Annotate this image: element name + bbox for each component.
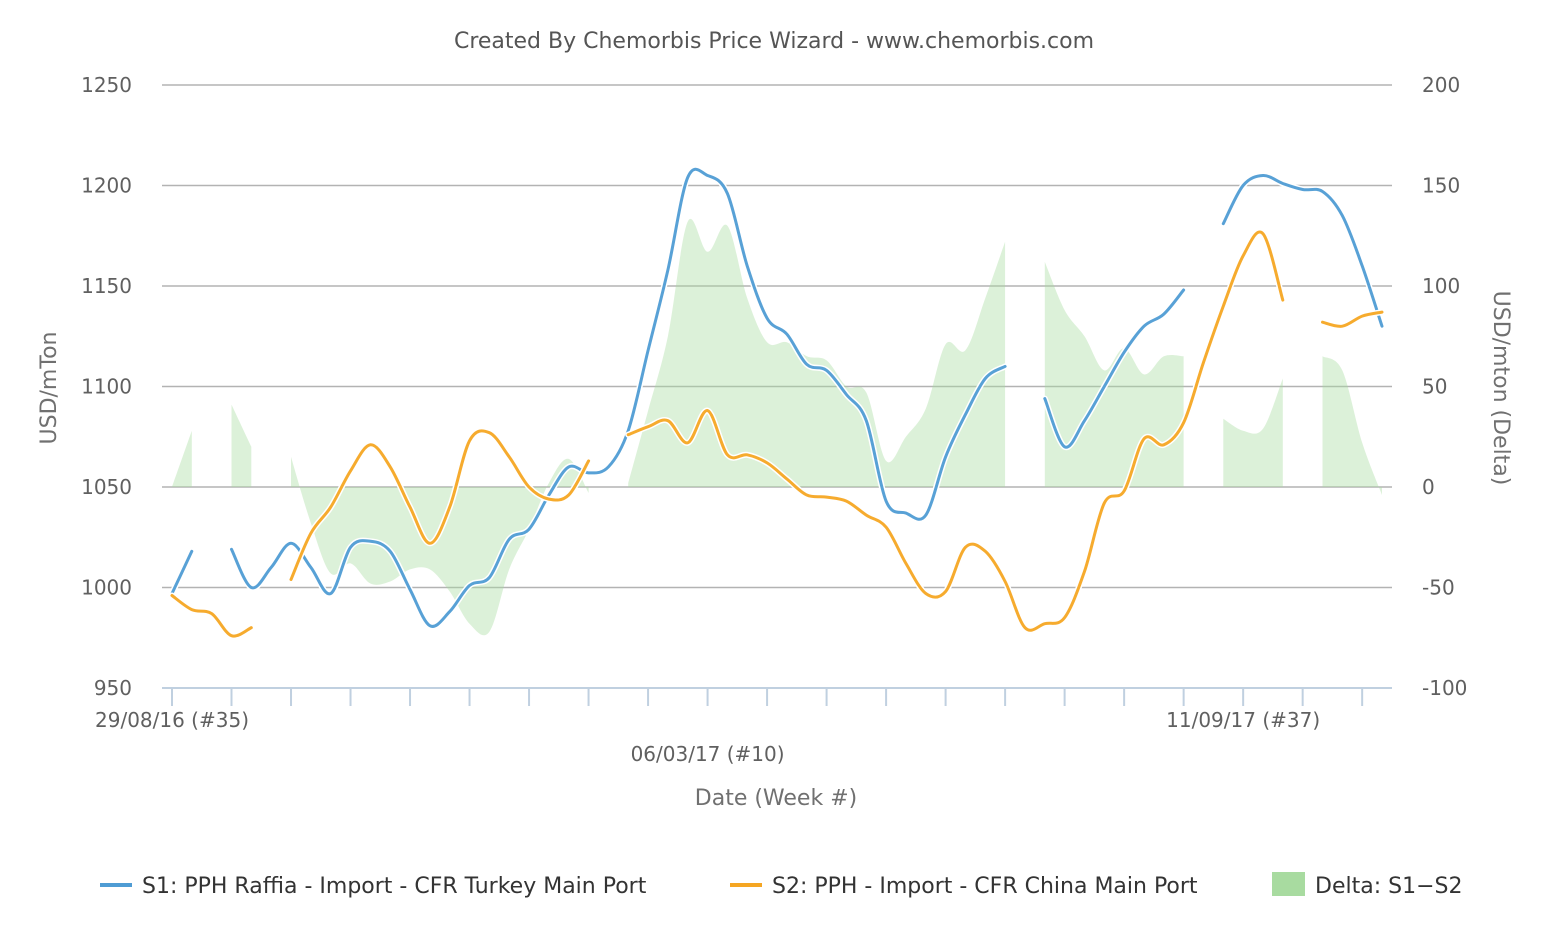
x-tick-label: 11/09/17 (#37) <box>1166 708 1320 732</box>
delta-area-segment <box>172 430 192 487</box>
y2-tick-label: 100 <box>1422 274 1460 298</box>
y-tick-label: 1050 <box>81 475 132 499</box>
s2-line-segment <box>170 594 253 638</box>
gridlines <box>162 84 1392 589</box>
legend-label: S1: PPH Raffia - Import - CFR Turkey Mai… <box>142 874 647 899</box>
y-tick-label: 950 <box>94 676 132 700</box>
y-axis-right: -100 -50 0 50 100 150 200 <box>1422 73 1467 700</box>
s1-line-segment <box>170 549 194 595</box>
legend-item-s2[interactable]: S2: PPH - Import - CFR China Main Port <box>730 874 1198 899</box>
x-axis-title: Date (Week #) <box>695 786 857 811</box>
legend-label: S2: PPH - Import - CFR China Main Port <box>772 874 1198 899</box>
x-axis: 29/08/16 (#35) 06/03/17 (#10) 11/09/17 (#3… <box>95 687 1392 766</box>
x-tick-label: 06/03/17 (#10) <box>631 742 785 766</box>
delta-area-segment <box>628 218 1006 487</box>
y2-tick-label: -100 <box>1422 676 1467 700</box>
s1-line-segment <box>1043 288 1186 449</box>
line-series <box>169 166 1385 640</box>
delta-area-segment <box>291 456 589 636</box>
y-axis-left-title: USD/mTon <box>37 332 62 445</box>
y2-tick-label: 200 <box>1422 73 1460 97</box>
s1-line-segment <box>1221 174 1384 328</box>
delta-area-segment <box>1322 356 1382 495</box>
x-tick-label: 29/08/16 (#35) <box>95 708 249 732</box>
legend-label: Delta: S1−S2 <box>1315 874 1462 899</box>
s1-line-segment-halo <box>228 166 1009 630</box>
y2-tick-label: 150 <box>1422 174 1460 198</box>
y2-tick-label: -50 <box>1422 576 1455 600</box>
chart-title: Created By Chemorbis Price Wizard - www.… <box>454 29 1094 54</box>
s2-line-segment-halo <box>169 592 255 640</box>
legend[interactable]: S1: PPH Raffia - Import - CFR Turkey Mai… <box>100 872 1462 899</box>
delta-series <box>172 218 1382 636</box>
y-axis-right-title: USD/mton (Delta) <box>1488 291 1513 486</box>
legend-item-s1[interactable]: S1: PPH Raffia - Import - CFR Turkey Mai… <box>100 874 647 899</box>
legend-area-symbol <box>1272 872 1305 896</box>
y2-tick-label: 0 <box>1422 475 1435 499</box>
y-axis-left: 950 1000 1050 1100 1150 1200 1250 <box>81 73 132 700</box>
y-tick-label: 1000 <box>81 576 132 600</box>
y-tick-label: 1200 <box>81 174 132 198</box>
s2-line-segment <box>1321 310 1384 328</box>
y-tick-label: 1100 <box>81 375 132 399</box>
s1-line-segment <box>230 167 1007 628</box>
delta-area-segment <box>231 404 252 487</box>
s2-line-segment <box>289 429 591 581</box>
y2-tick-label: 50 <box>1422 375 1447 399</box>
delta-area-segment <box>1223 378 1283 487</box>
y-tick-label: 1150 <box>81 274 132 298</box>
s2-line-segment <box>626 230 1285 632</box>
y-tick-label: 1250 <box>81 73 132 97</box>
legend-item-delta[interactable]: Delta: S1−S2 <box>1272 872 1462 899</box>
